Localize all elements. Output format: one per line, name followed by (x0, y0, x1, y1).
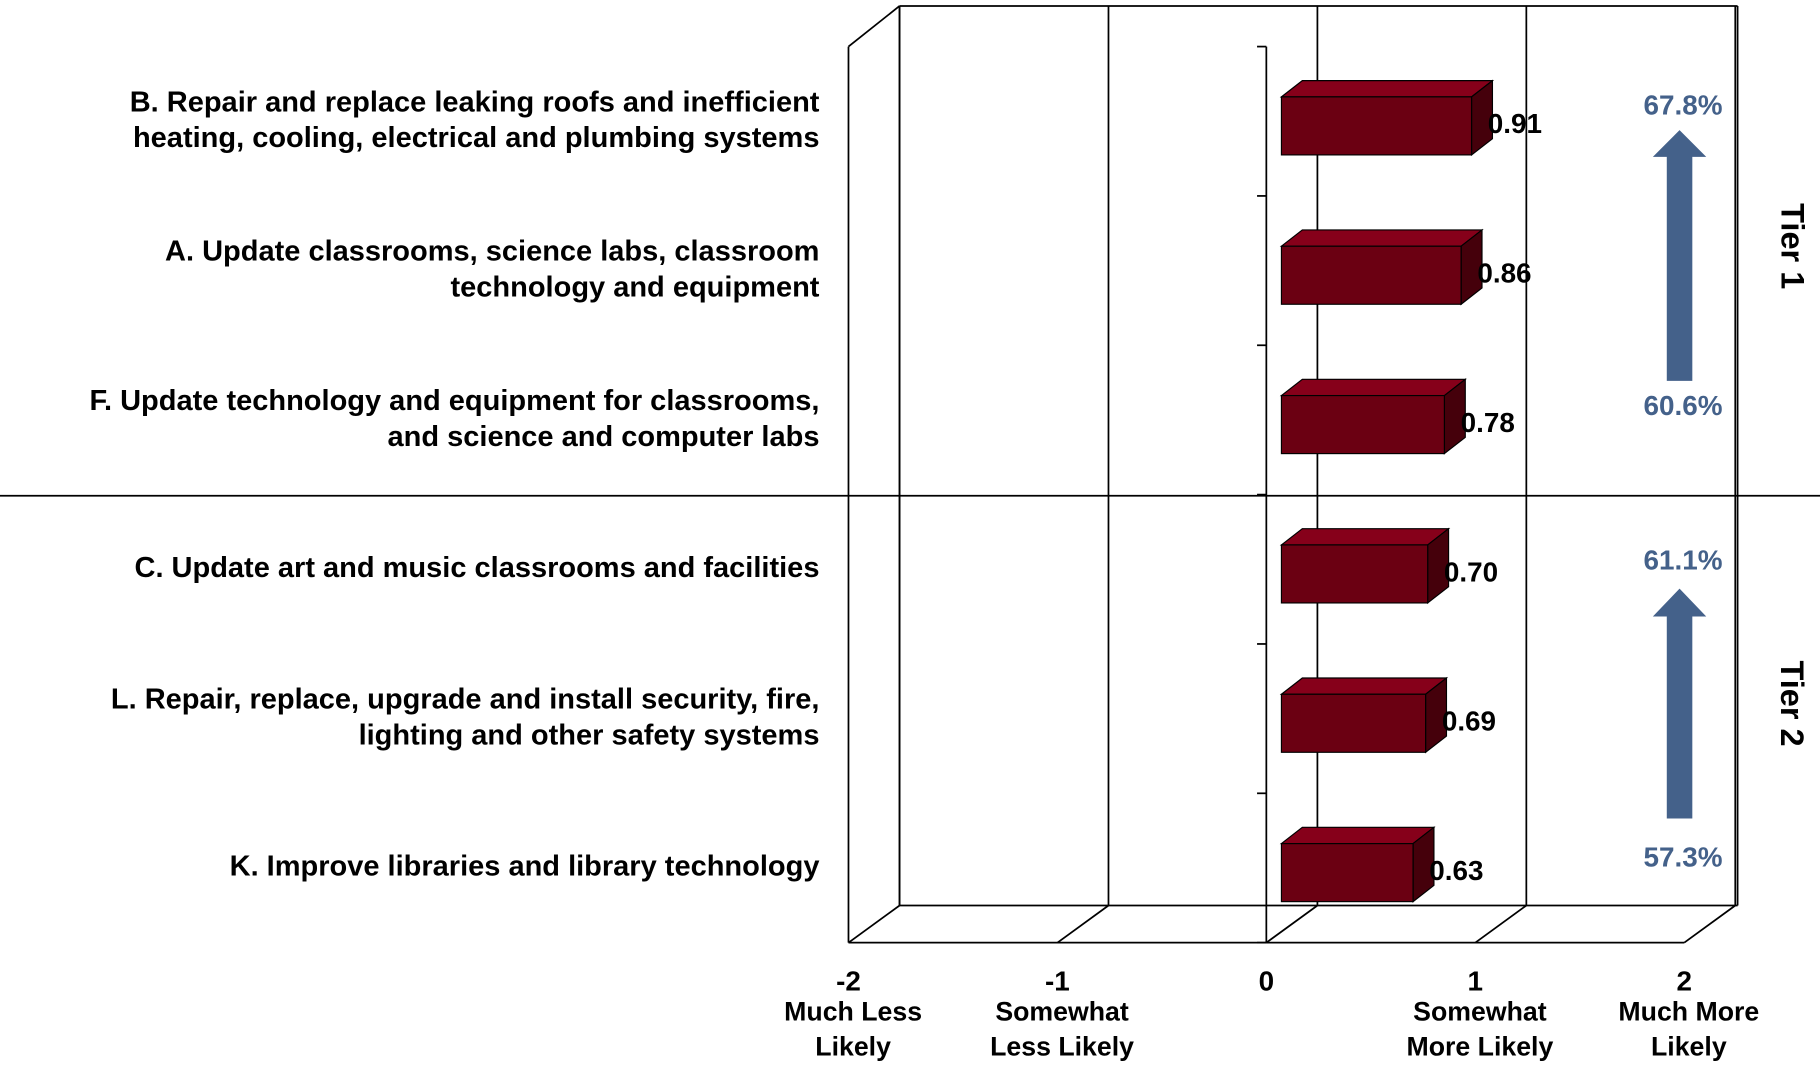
category-label: F. Update technology and equipment for c… (90, 385, 820, 453)
bar (1279, 527, 1451, 605)
x-tick-label: 2 (1676, 966, 1692, 997)
bar (1279, 228, 1484, 306)
bar-front (1280, 693, 1427, 753)
percent-annotation: 67.8% (1644, 89, 1723, 120)
percent-annotation: 61.1% (1644, 544, 1723, 575)
arrows (1652, 130, 1707, 819)
value-label: 0.69 (1442, 706, 1496, 737)
percent-annotation: 57.3% (1644, 841, 1723, 872)
category-label: L. Repair, replace, upgrade and install … (111, 683, 820, 751)
floor-grid-line (1056, 904, 1109, 944)
bar-front (1280, 96, 1473, 156)
bar-top (1279, 80, 1495, 98)
bar-top (1279, 677, 1449, 695)
bar-front (1280, 843, 1414, 903)
floor-grid-line (847, 904, 901, 944)
category-label: C. Update art and music classrooms and f… (135, 552, 820, 584)
bar-top (1279, 229, 1484, 247)
x-tick-label: -2 (836, 966, 861, 997)
category-label: B. Repair and replace leaking roofs and … (130, 86, 820, 154)
value-label: 0.91 (1488, 108, 1542, 139)
value-label: 0.63 (1429, 855, 1483, 886)
tier-label: Tier 2 (1774, 660, 1810, 746)
bar (1279, 826, 1436, 903)
bar (1279, 79, 1495, 157)
floor-grid-line (1683, 904, 1736, 944)
x-tick-description: Much More Likely (1618, 997, 1759, 1062)
tier-label: Tier 1 (1774, 203, 1810, 289)
bar-front (1280, 245, 1462, 305)
bar-front (1280, 394, 1445, 455)
value-label: 0.78 (1461, 407, 1515, 438)
bar-top (1279, 826, 1436, 845)
x-tick-label: 1 (1468, 966, 1484, 997)
floor-grid-line (1474, 904, 1527, 944)
bar-top (1279, 378, 1467, 397)
x-tick-description: Much Less Likely (784, 997, 922, 1062)
x-tick-description: Somewhat More Likely (1406, 997, 1553, 1062)
bar-top (1279, 528, 1451, 546)
x-tick-label: -1 (1045, 966, 1070, 997)
floor-grid-line (1265, 904, 1318, 944)
bar (1279, 378, 1467, 455)
bar (1279, 676, 1449, 754)
x-tick-label: 0 (1259, 966, 1275, 997)
x-tick-description: Somewhat Less Likely (990, 997, 1134, 1062)
percent-annotation: 60.6% (1644, 390, 1723, 421)
category-label: A. Update classrooms, science labs, clas… (165, 235, 820, 303)
category-label: K. Improve libraries and library technol… (230, 851, 820, 883)
value-label: 0.70 (1444, 556, 1498, 587)
value-label: 0.86 (1477, 258, 1531, 289)
bar-front (1280, 544, 1429, 604)
